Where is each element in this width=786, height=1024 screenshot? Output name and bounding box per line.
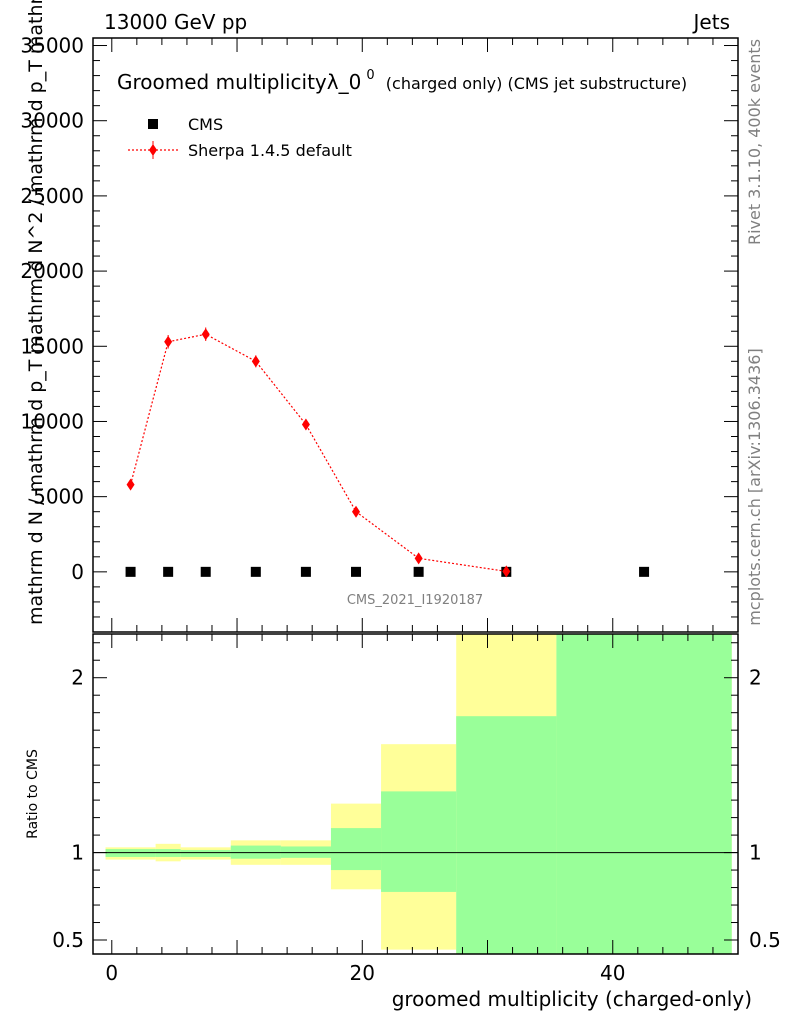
sherpa-point (251, 355, 260, 368)
ratio-ytick-label-right: 1 (749, 841, 762, 865)
cms-point (300, 566, 311, 577)
cms-point (163, 566, 174, 577)
sherpa-point (126, 478, 135, 491)
ratio-ytick-label: 0.5 (52, 928, 84, 952)
main-ytick-label: 25000 (20, 184, 84, 208)
xtick-label: 40 (600, 961, 625, 985)
xtick-label: 0 (105, 961, 118, 985)
ratio-band-inner (456, 716, 557, 954)
ratio-ytick-label-right: 0.5 (749, 928, 781, 952)
sherpa-point (164, 335, 173, 348)
cms-point (200, 566, 211, 577)
legend-sherpa-label: Sherpa 1.4.5 default (188, 141, 352, 160)
cms-point (351, 566, 362, 577)
legend: CMS Sherpa 1.4.5 default (128, 115, 352, 160)
main-ylabel: mathrm d N / mathrm d p_T mathrm d N^2 /… (25, 0, 47, 625)
mcplots-label: mcplots.cern.ch [arXiv:1306.3436] (745, 348, 764, 625)
ylabel-text: mathrm d N / mathrm d p_T mathrm d N^2 /… (25, 0, 47, 625)
sherpa-point (502, 565, 511, 578)
main-frame (92, 37, 739, 633)
watermark: CMS_2021_I1920187 (347, 593, 483, 608)
main-title: Groomed multiplicityλ_0 0 (charged only)… (117, 64, 687, 94)
cms-point (639, 566, 650, 577)
main-ytick-label: 10000 (20, 409, 84, 433)
cms-point (413, 566, 424, 577)
ratio-frame (92, 633, 739, 955)
ratio-band-inner (330, 828, 382, 871)
x-axis-label: groomed multiplicity (charged-only) (392, 987, 752, 1011)
ratio-plot: 0.5 0.5 1 1 2 2 0 20 40 Ratio to CMS groomed mu… (25, 633, 781, 1011)
sherpa-point (414, 552, 423, 565)
header-right: Jets (692, 10, 730, 34)
cms-point (125, 566, 136, 577)
ratio-ylabel: Ratio to CMS (25, 749, 41, 839)
rivet-label: Rivet 3.1.10, 400k events (745, 39, 764, 245)
main-ytick-label: 35000 (20, 34, 84, 58)
legend-cms-label: CMS (188, 115, 223, 134)
main-plot: 0 5000 10000 15000 20000 25000 30000 35000 Groo… (20, 0, 739, 633)
ratio-band-inner (180, 849, 231, 857)
sherpa-line (129, 333, 507, 572)
header-left: 13000 GeV pp (104, 10, 247, 34)
ratio-band-inner (381, 791, 457, 892)
ratio-ytick-label: 2 (71, 666, 84, 690)
sherpa-point (201, 328, 210, 341)
main-ytick-label: 0 (71, 560, 84, 584)
sherpa-point (301, 418, 310, 431)
sherpa-point (352, 505, 361, 518)
main-ytick-label: 20000 (20, 259, 84, 283)
main-ytick-label: 30000 (20, 109, 84, 133)
title-suffix: (charged only) (CMS jet substructure) (386, 74, 687, 93)
main-ytick-label: 5000 (33, 485, 84, 509)
ratio-ytick-label: 1 (71, 841, 84, 865)
ratio-ytick-label-right: 2 (749, 666, 762, 690)
main-ytick-label: 15000 (20, 334, 84, 358)
ratio-band-inner (556, 634, 732, 954)
title-sup: 0 (366, 68, 374, 83)
legend-cms-marker (148, 119, 158, 129)
xtick-label: 20 (350, 961, 375, 985)
cms-point (250, 566, 261, 577)
title-text: Groomed multiplicityλ_0 (117, 70, 361, 94)
